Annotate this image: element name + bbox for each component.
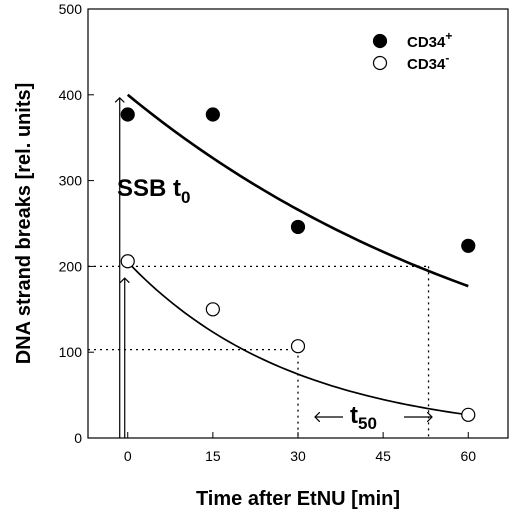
filled-point-series-0: [461, 238, 476, 253]
ssb-label: SSB t0: [117, 175, 190, 207]
fit-curve-series-1: [127, 261, 469, 416]
data-points: [120, 107, 476, 422]
y-tick-label: 0: [74, 430, 82, 446]
y-tick-label: 400: [59, 87, 83, 103]
open-point-series-1: [290, 339, 306, 354]
ssb-label-subscript: 0: [181, 188, 190, 207]
legend-label-series-1: CD34-: [407, 51, 449, 73]
x-tick-label: 15: [205, 448, 221, 464]
legend-label-superscript: -: [445, 51, 449, 65]
legend-label-name: CD34: [407, 56, 446, 73]
legend-marker-series-0: [372, 33, 388, 49]
legend: CD34+CD34-: [372, 29, 452, 73]
t50-label-main: t: [350, 402, 358, 429]
open-point-series-1: [120, 254, 135, 269]
y-tick-label: 100: [59, 344, 83, 360]
legend-label-superscript: +: [445, 29, 452, 43]
y-tick-label: 300: [59, 173, 83, 189]
filled-point-series-0: [205, 107, 220, 122]
open-point-series-1: [461, 407, 476, 422]
y-tick-label: 200: [59, 258, 83, 274]
filled-point-series-0: [290, 219, 306, 235]
filled-point-series-0: [120, 107, 135, 122]
t50-label: t50: [350, 402, 377, 433]
fit-curve-series-0: [126, 93, 469, 288]
y-axis-title: DNA strand breaks [rel. units]: [13, 83, 35, 365]
legend-label-series-0: CD34+: [407, 29, 452, 51]
ssb-label-main: SSB t: [117, 175, 181, 202]
x-tick-label: 60: [460, 448, 476, 464]
fit-curves: [126, 93, 469, 416]
legend-marker-series-1: [372, 55, 388, 71]
x-axis-title: Time after EtNU [min]: [196, 488, 400, 510]
open-point-series-1: [205, 302, 220, 317]
y-tick-label: 500: [59, 1, 83, 17]
x-tick-label: 45: [375, 448, 391, 464]
x-tick-label: 0: [124, 448, 132, 464]
legend-label-name: CD34: [407, 34, 446, 51]
annotations: SSB t0 t50: [117, 98, 432, 438]
t50-label-subscript: 50: [358, 414, 377, 433]
reference-lines: [88, 265, 430, 438]
x-tick-label: 30: [290, 448, 306, 464]
